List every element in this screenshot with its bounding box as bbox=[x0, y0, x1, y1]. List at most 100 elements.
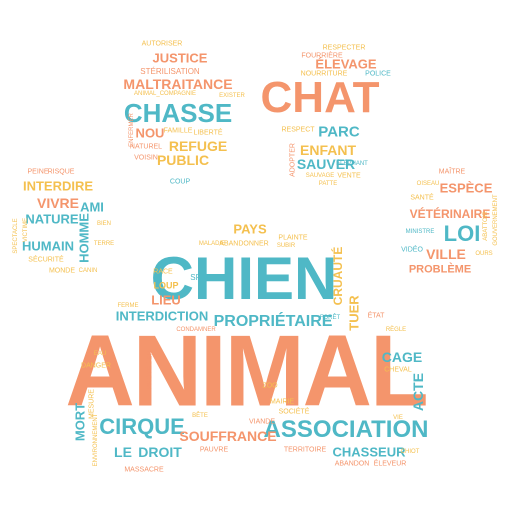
word-securite: SÉCURITÉ bbox=[28, 256, 64, 264]
word-viande: VIANDE bbox=[248, 418, 276, 426]
word-condamner: CONDAMNER bbox=[176, 327, 216, 333]
word-environnement: ENVIRONNEMENT bbox=[93, 413, 99, 467]
word-vie: VIE bbox=[393, 415, 403, 421]
word-naturel: NATUREL bbox=[129, 143, 163, 151]
word-terre: TERRE bbox=[93, 241, 115, 247]
word-fourriere: FOURRIÈRE bbox=[301, 52, 343, 60]
word-elevage: ÉLEVAGE bbox=[315, 56, 377, 72]
word-refuge: REFUGE bbox=[168, 138, 228, 154]
word-police: POLICE bbox=[365, 70, 391, 78]
word-cirque: CIRQUE bbox=[99, 414, 185, 439]
word-subir: SUBIR bbox=[276, 243, 296, 249]
word-cage: CAGE bbox=[381, 349, 423, 365]
word-maitre: MAÎTRE bbox=[438, 168, 466, 176]
word-chiot: CHIOT bbox=[400, 449, 420, 455]
word-ours: OURS bbox=[475, 251, 493, 257]
word-adopter: ADOPTER bbox=[289, 143, 297, 177]
word-espece: ESPÈCE bbox=[439, 180, 493, 196]
word-liberte: LIBERTÉ bbox=[193, 129, 223, 137]
word-foret: FORÊT bbox=[319, 315, 341, 321]
word-public: PUBLIC bbox=[156, 152, 210, 168]
word-chat: CHAT bbox=[260, 73, 380, 122]
word-loup: LOUP bbox=[153, 280, 179, 291]
word-pays: PAYS bbox=[233, 221, 267, 237]
word-sauver: SAUVER bbox=[296, 156, 356, 172]
word-animal-compagnie: ANIMAL_COMPAGNIE bbox=[134, 91, 196, 97]
word-association: ASSOCIATION bbox=[263, 416, 429, 443]
word-humain: HUMAIN bbox=[22, 238, 74, 254]
word-cheval: CHEVAL bbox=[384, 366, 412, 374]
word-chasse: CHASSE bbox=[123, 98, 233, 128]
word-nourriture: NOURRITURE bbox=[300, 70, 348, 78]
word-sterilisation: STÉRILISATION bbox=[140, 67, 200, 76]
word-parc: PARC bbox=[318, 123, 360, 141]
word-coup: COUP bbox=[169, 178, 191, 186]
word-exister: EXISTER bbox=[219, 93, 245, 99]
word-maladie: MALADIE bbox=[198, 241, 226, 247]
word-video: VIDÉO bbox=[401, 246, 423, 254]
word-victime: VICTIME bbox=[23, 217, 29, 243]
word-respecter: RESPECTER bbox=[322, 44, 366, 52]
word-vente: VENTE bbox=[337, 172, 361, 180]
word-loi: LOI bbox=[443, 221, 481, 246]
word-danger: DANGER bbox=[81, 362, 111, 370]
word-oiseau: OISEAU bbox=[416, 181, 440, 187]
word-probleme: PROBLÈME bbox=[408, 263, 472, 276]
word-eau: EAU bbox=[93, 351, 107, 357]
word-nou: NOU bbox=[135, 125, 165, 141]
word-le: LE bbox=[114, 444, 132, 460]
word-famille: FAMILLE bbox=[163, 127, 193, 135]
word-societe: SOCIÉTÉ bbox=[278, 408, 310, 416]
word-cruaute: CRUAUTÉ bbox=[331, 246, 345, 306]
word-etat: ÉTAT bbox=[367, 312, 385, 320]
word-ami: AMI bbox=[80, 199, 104, 215]
word-homme: HOMME bbox=[76, 213, 92, 263]
word-abandonner: ABANDONNER bbox=[219, 240, 269, 248]
word-nature: NATURE bbox=[25, 211, 79, 227]
word-regle: RÈGLE bbox=[385, 327, 407, 333]
word-justice: JUSTICE bbox=[152, 50, 208, 66]
word-peine: PEINE bbox=[27, 168, 49, 176]
word-pauvre: PAUVRE bbox=[199, 446, 229, 454]
word-spectacle: SPECTACLE bbox=[13, 218, 19, 254]
word-mairie: MAIRIE bbox=[269, 398, 295, 406]
word-lieu: LIEU bbox=[151, 292, 181, 308]
word-plainte: PLAINTE bbox=[278, 234, 308, 242]
word-voisin: VOISIN bbox=[134, 154, 158, 162]
word-droit: DROIT bbox=[138, 444, 182, 460]
word-chasseur: CHASSEUR bbox=[332, 444, 406, 460]
word-bien: BIEN bbox=[96, 221, 112, 227]
word-veterinaire: VÉTÉRINAIRE bbox=[409, 207, 491, 221]
word-interdiction: INTERDICTION bbox=[115, 308, 209, 324]
word-interdire: INTERDIRE bbox=[22, 178, 94, 194]
word-race: RACE bbox=[153, 268, 173, 276]
word-proprietaire: PROPRIÉTAIRE bbox=[213, 313, 333, 330]
word-autoriser: AUTORISER bbox=[141, 40, 183, 48]
word-enfermer: ENFERMER bbox=[129, 113, 135, 147]
word-souffrance: SOUFFRANCE bbox=[179, 428, 277, 444]
word-proteger: PROTÉGER bbox=[146, 350, 154, 390]
word-respect: RESPECT bbox=[281, 126, 315, 134]
word-risque: RISQUE bbox=[47, 168, 75, 176]
word-acte: ACTE bbox=[410, 372, 426, 412]
word-abattoir: ABATTOIR bbox=[483, 211, 489, 241]
word-monde: MONDE bbox=[48, 267, 76, 275]
word-territoire: TERRITOIRE bbox=[283, 446, 327, 454]
word-sante: SANTÉ bbox=[410, 194, 434, 202]
word-tuer: TUER bbox=[346, 295, 362, 331]
word-bete: BÊTE bbox=[192, 413, 208, 419]
word-abandon: ABANDON bbox=[334, 460, 370, 468]
word-eleveur: ÉLEVEUR bbox=[373, 460, 407, 468]
word-massacre: MASSACRE bbox=[124, 466, 164, 474]
word-spa: SPA bbox=[190, 273, 206, 282]
word-maltraitance: MALTRAITANCE bbox=[123, 76, 233, 92]
word-patte: PATTE bbox=[318, 181, 338, 187]
word-canin: CANIN bbox=[78, 268, 98, 274]
word-ministre: MINISTRE bbox=[405, 229, 435, 235]
word-chien: CHIEN bbox=[150, 245, 338, 312]
word-gouvernement: GOUVERNEMENT bbox=[493, 194, 499, 246]
word-sauvage: SAUVAGE bbox=[305, 173, 335, 179]
word-vivre: VIVRE bbox=[36, 195, 80, 211]
word-zoo: ZOO bbox=[262, 382, 278, 390]
